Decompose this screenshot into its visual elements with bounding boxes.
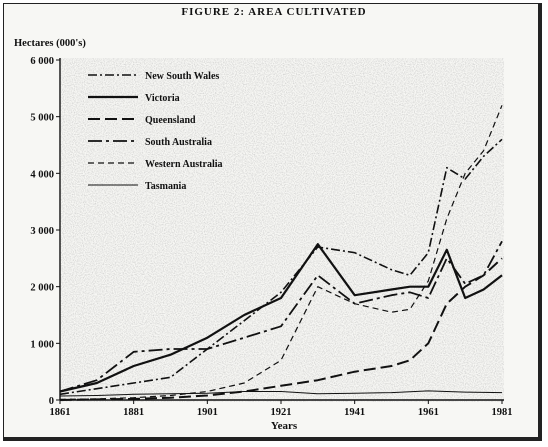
axes: 0 1 000 2 000 3 000 4 000 5 000 6 000 1861 1881 1…	[30, 56, 512, 418]
y-tick-label: 3 000	[30, 226, 54, 237]
series-line-queensland	[59, 257, 503, 401]
legend-label: Queensland	[145, 115, 196, 126]
x-tick-label: 1901	[197, 407, 218, 418]
series-lines	[59, 105, 503, 401]
y-tick-label: 5 000	[30, 113, 54, 124]
y-tick-label: 1 000	[30, 339, 54, 350]
x-tick-label: 1881	[123, 407, 144, 418]
x-axis-label: Years	[270, 420, 298, 432]
x-tick-label: 1921	[271, 407, 292, 418]
series-line-victoria	[59, 243, 503, 393]
legend-label: Tasmania	[145, 181, 186, 192]
series-line-new-south-wales	[59, 138, 503, 396]
legend: New South Wales Victoria Queensland South A…	[88, 71, 223, 192]
x-tick-label: 1941	[344, 407, 365, 418]
series-line-south-australia	[59, 240, 503, 393]
legend-label: Western Australia	[145, 159, 223, 170]
y-axis-label: Hectares (000's)	[14, 38, 86, 49]
legend-label: South Australia	[145, 137, 212, 148]
y-tick-label: 4 000	[30, 169, 54, 180]
series-line-western-australia	[59, 105, 503, 400]
y-tick-label: 2 000	[30, 283, 54, 294]
y-tick-label: 0	[49, 396, 54, 407]
legend-label: Victoria	[145, 93, 180, 104]
plot-texture	[60, 58, 504, 402]
chart-title: FIGURE 2: AREA CULTIVATED	[181, 6, 367, 18]
x-tick-label: 1861	[50, 407, 71, 418]
x-tick-label: 1981	[492, 407, 513, 418]
legend-label: New South Wales	[145, 71, 219, 82]
y-tick-label: 6 000	[30, 56, 54, 67]
x-tick-label: 1961	[418, 407, 439, 418]
